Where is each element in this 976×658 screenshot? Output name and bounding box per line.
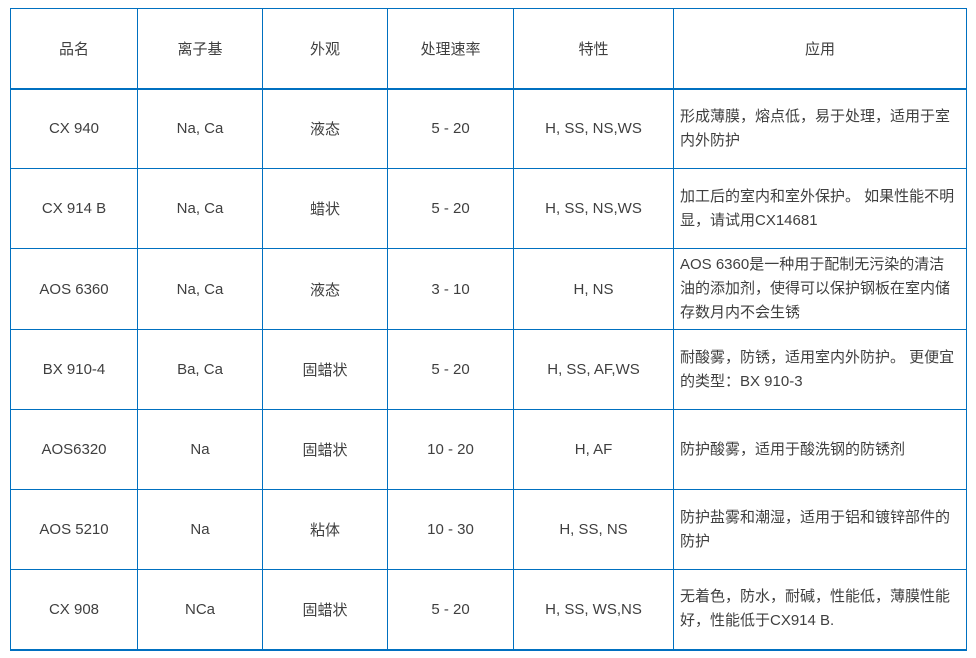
appearance-cell: 蜡状 (262, 168, 388, 249)
application-cell: 加工后的室内和室外保护。 如果性能不明显，请试用CX14681 (673, 168, 967, 249)
header-ionic-group: 离子基 (137, 8, 263, 90)
product-spec-table: 品名 离子基 外观 处理速率 特性 应用 CX 940 Na, Ca 液态 5 … (10, 8, 967, 651)
product-name-cell: CX 940 (10, 88, 138, 169)
features-cell: H, SS, WS,NS (513, 569, 674, 651)
header-appearance: 外观 (262, 8, 388, 90)
appearance-cell: 液态 (262, 88, 388, 169)
appearance-cell: 固蜡状 (262, 409, 388, 490)
ionic-group-cell: Na, Ca (137, 88, 263, 169)
application-cell: 形成薄膜，熔点低，易于处理，适用于室内外防护 (673, 88, 967, 169)
treatment-rate-cell: 3 - 10 (387, 248, 514, 330)
features-cell: H, NS (513, 248, 674, 330)
application-cell: 防护酸雾，适用于酸洗钢的防锈剂 (673, 409, 967, 490)
treatment-rate-cell: 5 - 20 (387, 569, 514, 651)
application-cell: AOS 6360是一种用于配制无污染的清洁油的添加剂，使得可以保护钢板在室内储存… (673, 248, 967, 330)
table-row: AOS6320 Na 固蜡状 10 - 20 H, AF 防护酸雾，适用于酸洗钢… (10, 409, 967, 490)
ionic-group-cell: Na, Ca (137, 168, 263, 249)
header-application: 应用 (673, 8, 967, 90)
product-name-cell: AOS6320 (10, 409, 138, 490)
header-row: 品名 离子基 外观 处理速率 特性 应用 (10, 8, 967, 90)
header-product-name: 品名 (10, 8, 138, 90)
treatment-rate-cell: 5 - 20 (387, 329, 514, 410)
header-treatment-rate: 处理速率 (387, 8, 514, 90)
ionic-group-cell: Na (137, 489, 263, 570)
product-name-cell: CX 914 B (10, 168, 138, 249)
features-cell: H, SS, NS,WS (513, 88, 674, 169)
treatment-rate-cell: 5 - 20 (387, 168, 514, 249)
product-name-cell: AOS 5210 (10, 489, 138, 570)
appearance-cell: 液态 (262, 248, 388, 330)
appearance-cell: 粘体 (262, 489, 388, 570)
appearance-cell: 固蜡状 (262, 569, 388, 651)
ionic-group-cell: Ba, Ca (137, 329, 263, 410)
features-cell: H, SS, AF,WS (513, 329, 674, 410)
table-row: AOS 6360 Na, Ca 液态 3 - 10 H, NS AOS 6360… (10, 248, 967, 330)
table-row: CX 940 Na, Ca 液态 5 - 20 H, SS, NS,WS 形成薄… (10, 88, 967, 169)
features-cell: H, SS, NS,WS (513, 168, 674, 249)
ionic-group-cell: Na, Ca (137, 248, 263, 330)
table-row: AOS 5210 Na 粘体 10 - 30 H, SS, NS 防护盐雾和潮湿… (10, 489, 967, 570)
features-cell: H, SS, NS (513, 489, 674, 570)
table-row: CX 914 B Na, Ca 蜡状 5 - 20 H, SS, NS,WS 加… (10, 168, 967, 249)
product-name-cell: CX 908 (10, 569, 138, 651)
table-row: BX 910-4 Ba, Ca 固蜡状 5 - 20 H, SS, AF,WS … (10, 329, 967, 410)
product-name-cell: AOS 6360 (10, 248, 138, 330)
ionic-group-cell: Na (137, 409, 263, 490)
treatment-rate-cell: 10 - 30 (387, 489, 514, 570)
ionic-group-cell: NCa (137, 569, 263, 651)
product-name-cell: BX 910-4 (10, 329, 138, 410)
header-features: 特性 (513, 8, 674, 90)
treatment-rate-cell: 5 - 20 (387, 88, 514, 169)
appearance-cell: 固蜡状 (262, 329, 388, 410)
table-row: CX 908 NCa 固蜡状 5 - 20 H, SS, WS,NS 无着色，防… (10, 569, 967, 651)
application-cell: 无着色，防水，耐碱，性能低，薄膜性能好，性能低于CX914 B. (673, 569, 967, 651)
product-spec-table-container: 品名 离子基 外观 处理速率 特性 应用 CX 940 Na, Ca 液态 5 … (10, 8, 967, 651)
application-cell: 耐酸雾，防锈，适用室内外防护。 更便宜的类型：BX 910-3 (673, 329, 967, 410)
features-cell: H, AF (513, 409, 674, 490)
application-cell: 防护盐雾和潮湿，适用于铝和镀锌部件的防护 (673, 489, 967, 570)
treatment-rate-cell: 10 - 20 (387, 409, 514, 490)
